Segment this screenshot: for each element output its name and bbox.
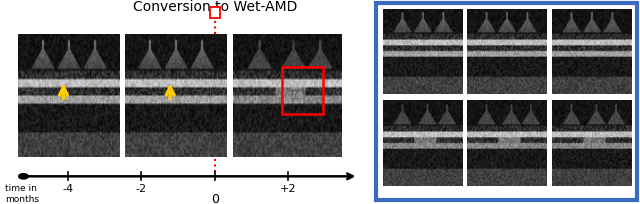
Text: Conversion to Wet-AMD: Conversion to Wet-AMD	[132, 0, 297, 14]
Text: time in
months: time in months	[5, 184, 39, 203]
Text: +2: +2	[280, 184, 297, 194]
Text: -2: -2	[136, 184, 147, 194]
Bar	[210, 8, 220, 19]
Circle shape	[19, 174, 28, 179]
Text: 0: 0	[211, 192, 219, 204]
Text: -4: -4	[62, 184, 73, 194]
